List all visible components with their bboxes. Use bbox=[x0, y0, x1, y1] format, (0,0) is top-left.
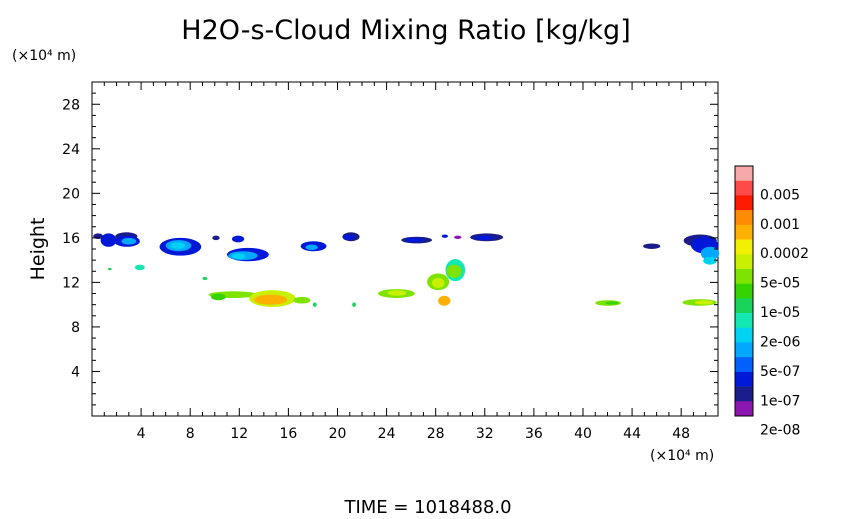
cloud-region-13 bbox=[231, 253, 246, 260]
cloud-region-28 bbox=[703, 256, 717, 265]
legend-swatch-8 bbox=[735, 268, 753, 284]
legend-label-9: 2e-08 bbox=[760, 423, 800, 439]
legend-label-2: 0.001 bbox=[760, 217, 800, 233]
legend-swatch-5 bbox=[735, 224, 753, 240]
cloud-region-24 bbox=[643, 243, 661, 249]
cloud-region-30 bbox=[107, 267, 112, 271]
y-tick-label-2: 8 bbox=[71, 320, 80, 336]
x-tick-label-1: 4 bbox=[137, 426, 146, 442]
legend-label-6: 2e-06 bbox=[760, 334, 800, 350]
legend-label-4: 5e-05 bbox=[760, 276, 800, 292]
cloud-region-27 bbox=[700, 246, 720, 261]
time-label: TIME = 1018488.0 bbox=[343, 497, 511, 518]
cloud-region-2 bbox=[100, 233, 117, 247]
y-tick-label-1: 4 bbox=[71, 364, 80, 380]
cloud-region-31 bbox=[202, 276, 208, 281]
cloud-region-17 bbox=[343, 234, 355, 241]
legend-label-5: 1e-05 bbox=[760, 305, 800, 321]
legend-frame bbox=[734, 165, 754, 417]
legend-swatch-17 bbox=[735, 401, 753, 417]
y-tick-label-7: 28 bbox=[62, 97, 80, 113]
y-axis-unit-label: (×10⁴ m) bbox=[12, 48, 76, 64]
x-tick-label-3: 12 bbox=[230, 426, 248, 442]
legend-swatch-7 bbox=[735, 254, 753, 270]
x-tick-label-8: 32 bbox=[476, 426, 494, 442]
x-tick-label-7: 28 bbox=[427, 426, 445, 442]
cloud-region-8 bbox=[170, 242, 186, 249]
x-tick-label-10: 40 bbox=[574, 426, 592, 442]
legend-swatch-2 bbox=[735, 180, 753, 196]
chart-title: H2O-s-Cloud Mixing Ratio [kg/kg] bbox=[181, 15, 630, 46]
cloud-region-49 bbox=[694, 300, 714, 305]
legend: 0.005 0.001 0.0002 5e-05 1e-05 2e-06 5e-07 1e-0… bbox=[734, 165, 809, 439]
cloud-region-23 bbox=[474, 235, 494, 241]
legend-swatch-11 bbox=[735, 313, 753, 328]
legend-swatch-3 bbox=[735, 195, 753, 211]
cloud-region-35 bbox=[254, 294, 288, 305]
legend-swatch-10 bbox=[735, 298, 753, 314]
cloud-field bbox=[93, 232, 720, 307]
x-tick-label-5: 20 bbox=[329, 426, 347, 442]
y-tick-label-6: 24 bbox=[62, 142, 80, 158]
x-tick-label-6: 24 bbox=[378, 426, 396, 442]
legend-swatch-1 bbox=[735, 166, 753, 181]
y-tick-label-5: 20 bbox=[62, 186, 80, 202]
cloud-region-21 bbox=[454, 235, 462, 239]
cloud-region-42 bbox=[432, 277, 445, 288]
legend-swatch-14 bbox=[735, 357, 753, 373]
legend-swatch-12 bbox=[735, 327, 753, 343]
legend-swatch-13 bbox=[735, 342, 753, 358]
cloud-region-38 bbox=[352, 302, 356, 307]
y-tick-label-4: 16 bbox=[62, 231, 80, 247]
legend-label-8: 1e-07 bbox=[760, 393, 800, 409]
x-tick-label-9: 36 bbox=[525, 426, 543, 442]
y-axis-label: Height bbox=[27, 218, 49, 281]
cloud-region-19 bbox=[405, 237, 424, 243]
cloud-region-36 bbox=[293, 296, 311, 304]
cloud-region-5 bbox=[121, 237, 137, 245]
y-tick-label-3: 12 bbox=[62, 275, 80, 291]
legend-label-1: 0.005 bbox=[760, 187, 800, 203]
x-axis-unit-label: (×10⁴ m) bbox=[650, 448, 714, 464]
legend-label-7: 5e-07 bbox=[760, 364, 800, 380]
cloud-region-33 bbox=[211, 293, 226, 301]
x-tick-label-4: 16 bbox=[279, 426, 297, 442]
cloud-region-9 bbox=[212, 235, 220, 241]
cloud-region-15 bbox=[305, 244, 318, 251]
legend-swatch-16 bbox=[735, 386, 753, 402]
cloud-region-20 bbox=[441, 234, 448, 238]
cloud-region-40 bbox=[387, 290, 407, 296]
legend-swatch-4 bbox=[735, 210, 753, 226]
legend-swatch-15 bbox=[735, 371, 753, 387]
x-tick-label-2: 8 bbox=[186, 426, 195, 442]
x-tick-label-12: 48 bbox=[672, 426, 690, 442]
cloud-region-45 bbox=[438, 295, 451, 306]
legend-swatch-6 bbox=[735, 239, 753, 255]
cloud-region-44 bbox=[446, 264, 462, 278]
cloud-region-37 bbox=[312, 302, 317, 307]
cloud-region-29 bbox=[134, 264, 145, 271]
x-tick-label-11: 44 bbox=[623, 426, 641, 442]
cloud-region-47 bbox=[605, 301, 619, 305]
cloud-region-10 bbox=[231, 235, 245, 243]
legend-label-3: 0.0002 bbox=[760, 246, 809, 262]
legend-swatch-9 bbox=[735, 283, 753, 299]
